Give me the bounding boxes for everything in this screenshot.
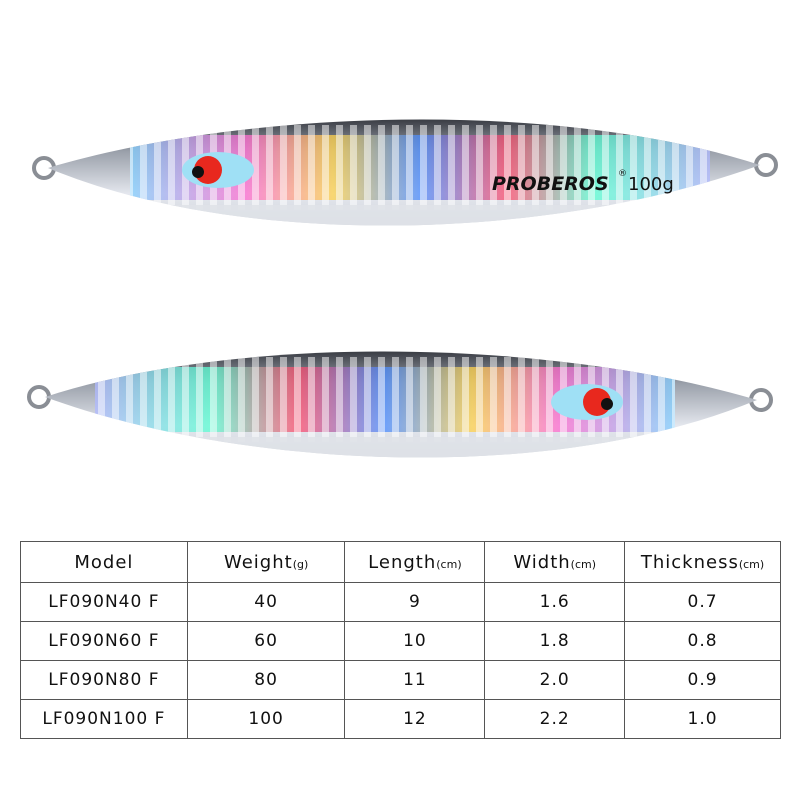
table-cell: LF090N40 F bbox=[20, 582, 188, 622]
header-unit: (g) bbox=[292, 557, 309, 571]
table-cell: 1.8 bbox=[484, 621, 626, 661]
table-cell: 10 bbox=[344, 621, 486, 661]
header-cell: Thickness(cm) bbox=[624, 541, 781, 583]
table-row: LF090N60 F 60 10 1.8 0.8 bbox=[20, 621, 781, 661]
header-cell: Weight(g) bbox=[186, 541, 346, 583]
table-cell: 0.9 bbox=[624, 660, 781, 700]
table-cell: 0.8 bbox=[624, 621, 781, 661]
spec-table: Model Weight(g) Length(cm) Width(cm) Thickne… bbox=[20, 541, 781, 739]
brand: PROBEROS bbox=[492, 173, 609, 195]
table-cell: 40 bbox=[186, 582, 346, 622]
table-row: LF090N100 F 100 12 2.2 1.0 bbox=[20, 699, 781, 739]
header-cell: Width(cm) bbox=[484, 541, 626, 583]
header-unit: (cm) bbox=[436, 557, 462, 571]
table-cell: 80 bbox=[186, 660, 346, 700]
table-cell: 9 bbox=[344, 582, 486, 622]
lure-images: PROBEROS ® 100g bbox=[0, 0, 800, 530]
header-label: Model bbox=[74, 551, 134, 573]
table-cell: 2.2 bbox=[484, 699, 626, 739]
table-row: LF090N80 F 80 11 2.0 0.9 bbox=[20, 660, 781, 700]
header-row: Model Weight(g) Length(cm) Width(cm) Thickne… bbox=[20, 541, 781, 583]
table-cell: 1.0 bbox=[624, 699, 781, 739]
registered-mark: ® bbox=[618, 169, 627, 179]
table-row: LF090N40 F 40 9 1.6 0.7 bbox=[20, 582, 781, 622]
lure-bottom bbox=[25, 352, 771, 497]
table-cell: 2.0 bbox=[484, 660, 626, 700]
table-cell: 0.7 bbox=[624, 582, 781, 622]
header-unit: (cm) bbox=[570, 557, 597, 571]
table-cell: 60 bbox=[186, 621, 346, 661]
header-label: Thickness bbox=[640, 551, 739, 573]
table-cell: 1.6 bbox=[484, 582, 626, 622]
header-label: Weight bbox=[223, 551, 293, 573]
table-cell: 11 bbox=[344, 660, 486, 700]
table-cell: LF090N60 F bbox=[20, 621, 188, 661]
table-cell: LF090N80 F bbox=[20, 660, 188, 700]
header-cell: Model bbox=[20, 541, 188, 583]
table-cell: 12 bbox=[344, 699, 486, 739]
lure-weight: 100g bbox=[628, 174, 674, 195]
header-label: Length bbox=[368, 551, 437, 573]
header-cell: Length(cm) bbox=[344, 541, 486, 583]
header-label: Width bbox=[513, 551, 571, 573]
table-body: LF090N40 F 40 9 1.6 0.7 LF090N60 F 60 10 1.8 0.8 L… bbox=[20, 582, 781, 739]
table-cell: LF090N100 F bbox=[20, 699, 188, 739]
header-unit: (cm) bbox=[738, 557, 765, 571]
table-cell: 100 bbox=[186, 699, 346, 739]
